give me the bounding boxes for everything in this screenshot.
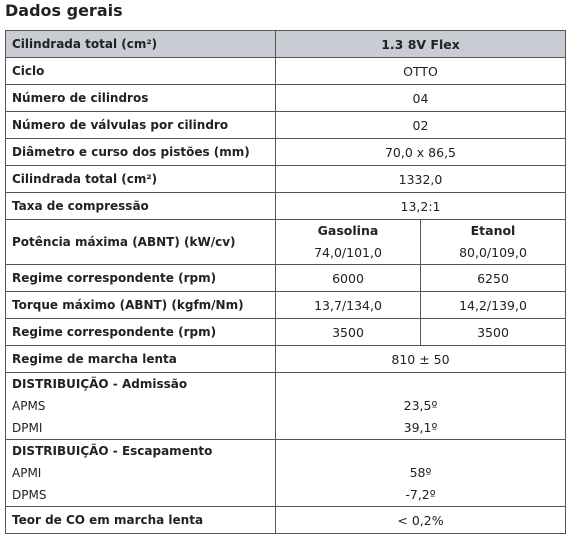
table-row: Ciclo OTTO	[5, 57, 566, 85]
spacer	[282, 440, 559, 462]
label-cell: Número de cilindros	[5, 84, 276, 112]
item-label: APMS	[12, 399, 46, 413]
value-cell: 13,7/134,0	[275, 291, 421, 319]
table-row: DISTRIBUIÇÃO - Admissão APMS DPMI 23,5º 39,1…	[5, 372, 566, 440]
title: Dados gerais	[5, 1, 123, 20]
label-cell: Regime correspondente (rpm)	[5, 264, 276, 292]
value: 6250	[477, 270, 509, 286]
item-label: DPMS	[12, 488, 47, 502]
spacer	[282, 373, 559, 395]
value-cell: 14,2/139,0	[420, 291, 566, 319]
value-cell: < 0,2%	[275, 506, 566, 534]
value-cell: 6000	[275, 264, 421, 292]
value-cell: 58º -7,2º	[275, 439, 566, 507]
value: 74,0/101,0	[314, 245, 382, 260]
value-cell: 23,5º 39,1º	[275, 372, 566, 440]
table-row: Número de válvulas por cilindro 02	[5, 111, 566, 139]
table-row: Teor de CO em marcha lenta < 0,2%	[5, 506, 566, 534]
value-cell: 02	[275, 111, 566, 139]
table-row: DISTRIBUIÇÃO - Escapamento APMI DPMS 58º -7,…	[5, 439, 566, 507]
label-cell: Ciclo	[5, 57, 276, 85]
label-cell: Teor de CO em marcha lenta	[5, 506, 276, 534]
value-cell: 13,2:1	[275, 192, 566, 220]
label-cell: Potência máxima (ABNT) (kW/cv)	[5, 219, 276, 265]
value-cell: OTTO	[275, 57, 566, 85]
label-cell: Diâmetro e curso dos pistões (mm)	[5, 138, 276, 166]
item-value: 58º	[409, 465, 432, 480]
label-cell: DISTRIBUIÇÃO - Admissão APMS DPMI	[5, 372, 276, 440]
table-body: Ciclo OTTO Número de cilindros 04 Número de …	[5, 57, 566, 534]
section-label: DISTRIBUIÇÃO - Admissão	[12, 377, 188, 391]
spec-table: Cilindrada total (cm²) 1.3 8V Flex Ciclo O…	[5, 30, 566, 534]
value-cell: 70,0 x 86,5	[275, 138, 566, 166]
table-row: Regime correspondente (rpm) 3500 3500	[5, 318, 566, 346]
item-value: 23,5º	[403, 398, 438, 413]
label-cell: Taxa de compressão	[5, 192, 276, 220]
label-cell: Torque máximo (ABNT) (kgfm/Nm)	[5, 291, 276, 319]
value-cell: Etanol 80,0/109,0	[420, 219, 566, 265]
value-cell: 810 ± 50	[275, 345, 566, 373]
sub-header: Gasolina	[317, 223, 379, 238]
header-row: Cilindrada total (cm²) 1.3 8V Flex	[5, 30, 566, 58]
value: 80,0/109,0	[459, 245, 527, 260]
value: 14,2/139,0	[459, 297, 527, 313]
section-label: DISTRIBUIÇÃO - Escapamento	[12, 444, 213, 458]
item-value: -7,2º	[405, 487, 436, 502]
table-row: Regime de marcha lenta 810 ± 50	[5, 345, 566, 373]
value-cell: 6250	[420, 264, 566, 292]
label-cell: Número de válvulas por cilindro	[5, 111, 276, 139]
item-value: 39,1º	[403, 420, 438, 435]
value: 3500	[477, 324, 509, 340]
item-label: DPMI	[12, 421, 43, 435]
value-cell: 04	[275, 84, 566, 112]
table-row: Taxa de compressão 13,2:1	[5, 192, 566, 220]
sub-header: Etanol	[470, 223, 516, 238]
header-cell: 1.3 8V Flex	[275, 30, 566, 58]
table-row: Diâmetro e curso dos pistões (mm) 70,0 x …	[5, 138, 566, 166]
value-cell: 1332,0	[275, 165, 566, 193]
label-cell: Cilindrada total (cm²)	[5, 165, 276, 193]
header-cell: Cilindrada total (cm²)	[5, 30, 276, 58]
label-cell: Regime correspondente (rpm)	[5, 318, 276, 346]
value: 3500	[332, 324, 364, 340]
value-cell: 3500	[275, 318, 421, 346]
table-row: Potência máxima (ABNT) (kW/cv) Gasolina 74…	[5, 219, 566, 265]
table-row: Regime correspondente (rpm) 6000 6250	[5, 264, 566, 292]
value: 13,7/134,0	[314, 297, 382, 313]
value-cell: Gasolina 74,0/101,0	[275, 219, 421, 265]
table-row: Cilindrada total (cm²) 1332,0	[5, 165, 566, 193]
label-cell: Regime de marcha lenta	[5, 345, 276, 373]
value: 6000	[332, 270, 364, 286]
table-row: Torque máximo (ABNT) (kgfm/Nm) 13,7/134,0…	[5, 291, 566, 319]
table-row: Número de cilindros 04	[5, 84, 566, 112]
label-cell: DISTRIBUIÇÃO - Escapamento APMI DPMS	[5, 439, 276, 507]
item-label: APMI	[12, 466, 42, 480]
value-cell: 3500	[420, 318, 566, 346]
